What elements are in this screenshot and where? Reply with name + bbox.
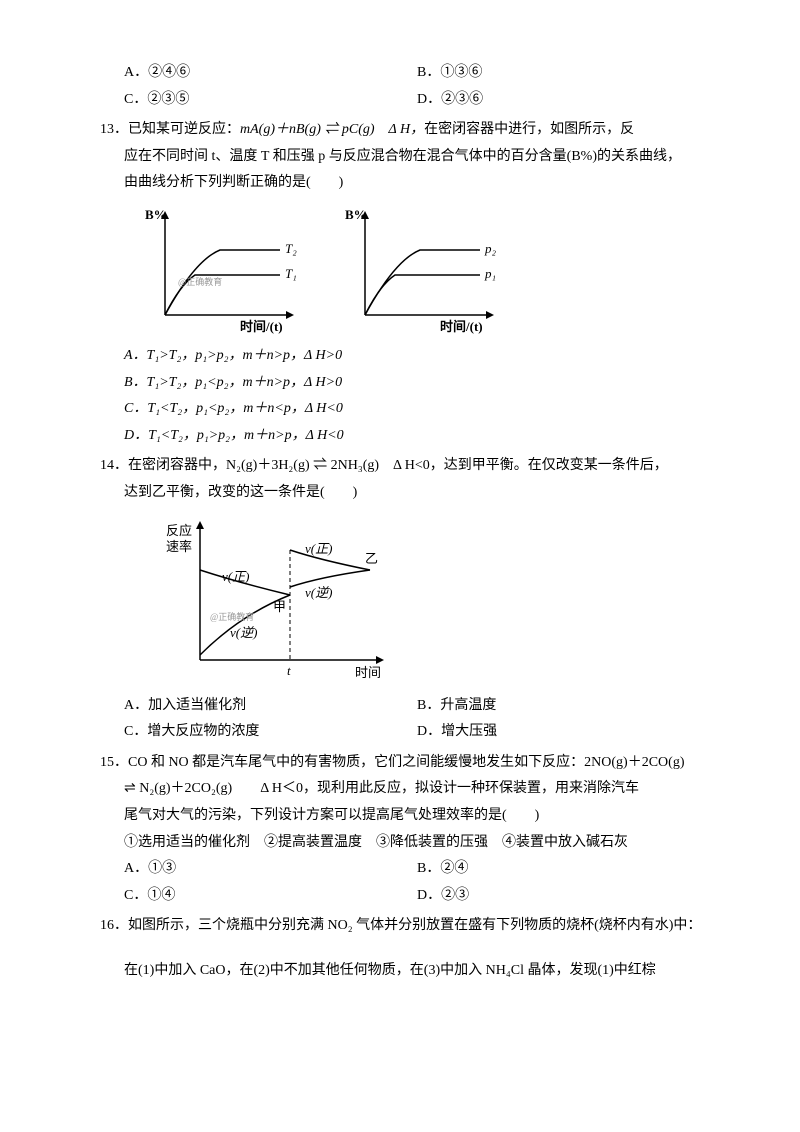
q13-left-t2: T₂ [285, 241, 297, 256]
q13-opt-b: B．T₁>T₂，p₁<p₂，m＋n>p，Δ H>0 [124, 370, 710, 397]
q14-opt-d: D．增大压强 [417, 719, 710, 746]
q16-stem-a: 如图所示，三个烧瓶中分别充满 NO₂ 气体并分别放置在盛有下列物质的烧杯(烧杯内… [128, 918, 701, 933]
q14-opt-b: B．升高温度 [417, 693, 710, 720]
question-16: 16．如图所示，三个烧瓶中分别充满 NO₂ 气体并分别放置在盛有下列物质的烧杯(… [100, 913, 710, 984]
q13-equation: mA(g)＋nB(g) ⇌ pC(g) Δ H， [240, 122, 424, 137]
q16-number: 16． [100, 918, 128, 933]
q13-left-watermark: @正确教育 [178, 276, 222, 287]
q12-opt-c: C．②③⑤ [124, 87, 417, 114]
q14-yi: 乙 [365, 551, 378, 566]
q13-stem-a: 已知某可逆反应： [128, 122, 240, 137]
q13-chart-right: B% 时间/(t) p₂ p₁ [340, 205, 510, 335]
q15-opt-a: A．①③ [124, 856, 417, 883]
q13-number: 13． [100, 122, 128, 137]
question-15: 15．CO 和 NO 都是汽车尾气中的有害物质，它们之间能缓慢地发生如下反应：2… [100, 750, 710, 910]
q13-opt-c: C．T₁<T₂，p₁<p₂，m＋n<p，Δ H<0 [124, 396, 710, 423]
q14-left-vzheng: v(正) [222, 569, 249, 584]
question-14: 14．在密闭容器中，N₂(g)＋3H₂(g) ⇌ 2NH₃(g) Δ H<0，达… [100, 453, 710, 745]
q14-xlabel: 时间 [355, 665, 381, 680]
q15-number: 15． [100, 755, 128, 770]
q14-left-vni: v(逆) [230, 625, 257, 640]
q14-jia: 甲 [273, 599, 286, 614]
q13-opt-a: A．T₁>T₂，p₁>p₂，m＋n>p，Δ H>0 [124, 343, 710, 370]
q13-left-ylabel: B% [145, 207, 167, 222]
q14-watermark: @正确教育 [210, 611, 254, 622]
q12-opt-d: D．②③⑥ [417, 87, 710, 114]
q15-opt-c: C．①④ [124, 883, 417, 910]
q13-right-xlabel: 时间/(t) [440, 319, 483, 334]
q13-stem-d: 由曲线分析下列判断正确的是( ) [124, 170, 710, 197]
q14-t-label: t [287, 663, 291, 678]
q13-left-t1: T₁ [285, 266, 297, 281]
q15-stem-c: 尾气对大气的污染，下列设计方案可以提高尾气处理效率的是( ) [124, 803, 710, 830]
q14-stem-a: 在密闭容器中，N₂(g)＋3H₂(g) ⇌ 2NH₃(g) Δ H<0，达到甲平… [128, 458, 668, 473]
q14-chart: 反应 速率 时间 t v(正) v(逆) 甲 @正确教育 v(正) v(逆) 乙 [160, 515, 400, 685]
q15-stem-b: ⇌ N₂(g)＋2CO₂(g) Δ H＜0，现利用此反应，拟设计一种环保装置，用… [124, 776, 710, 803]
q15-stem-a: CO 和 NO 都是汽车尾气中的有害物质，它们之间能缓慢地发生如下反应：2NO(… [128, 755, 685, 770]
q14-ylabel-2: 速率 [166, 539, 192, 554]
q14-number: 14． [100, 458, 128, 473]
q14-right-vzheng: v(正) [305, 541, 332, 556]
q15-items: ①选用适当的催化剂 ②提高装置温度 ③降低装置的压强 ④装置中放入碱石灰 [124, 830, 710, 857]
q14-ylabel-1: 反应 [166, 523, 192, 538]
q14-opt-a: A．加入适当催化剂 [124, 693, 417, 720]
q12-opt-a: A．②④⑥ [124, 60, 417, 87]
q14-stem-b: 达到乙平衡，改变的这一条件是( ) [124, 480, 710, 507]
q16-stem-b: 在(1)中加入 CaO，在(2)中不加其他任何物质，在(3)中加入 NH₄Cl … [124, 958, 710, 985]
q13-stem-b: 在密闭容器中进行，如图所示，反 [424, 122, 634, 137]
q12-opt-b: B．①③⑥ [417, 60, 710, 87]
q13-opt-d: D．T₁<T₂，p₁>p₂，m＋n>p，Δ H<0 [124, 423, 710, 450]
q14-opt-c: C．增大反应物的浓度 [124, 719, 417, 746]
q15-opt-d: D．②③ [417, 883, 710, 910]
q15-opt-b: B．②④ [417, 856, 710, 883]
q14-right-vni: v(逆) [305, 585, 332, 600]
q13-stem-c: 应在不同时间 t、温度 T 和压强 p 与反应混合物在混合气体中的百分含量(B%… [124, 144, 710, 171]
q13-left-xlabel: 时间/(t) [240, 319, 283, 334]
q13-chart-left: B% 时间/(t) T₂ T₁ @正确教育 [140, 205, 310, 335]
q13-right-p2: p₂ [484, 241, 497, 256]
q13-right-p1: p₁ [484, 266, 496, 281]
question-13: 13．已知某可逆反应：mA(g)＋nB(g) ⇌ pC(g) Δ H，在密闭容器… [100, 117, 710, 449]
q13-right-ylabel: B% [345, 207, 367, 222]
